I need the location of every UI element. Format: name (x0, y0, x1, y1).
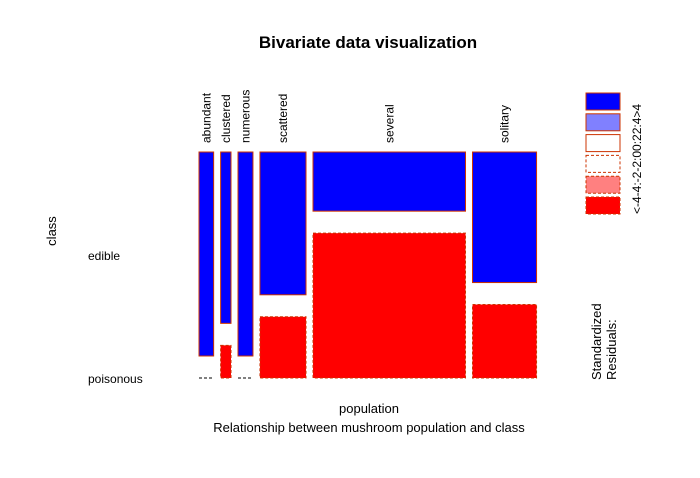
tile-poisonous-several (312, 232, 467, 379)
legend-swatch-1 (585, 175, 621, 194)
x-tick-labels: abundant clustered numerous scattered severa… (199, 90, 511, 143)
x-tick-solitary: solitary (498, 105, 512, 143)
x-tick-abundant: abundant (199, 92, 213, 143)
tile-edible-several (312, 151, 467, 212)
legend: <-4-4:-2-2:00:22:4>4 Standardized Residual… (585, 92, 644, 380)
legend-swatch-5 (585, 92, 621, 111)
tile-edible-solitary (472, 151, 538, 284)
tile-poisonous-scattered (259, 316, 307, 379)
tile-edible-clustered (220, 151, 232, 324)
x-tick-several: several (382, 104, 396, 143)
tile-edible-abundant (198, 151, 215, 357)
legend-swatch-0 (585, 196, 621, 215)
y-tick-poisonous: poisonous (88, 372, 143, 386)
legend-title-line-1: Residuals: (604, 319, 619, 380)
legend-title-line-0: Standardized (589, 303, 604, 380)
x-axis-label: population (339, 401, 399, 416)
legend-swatch-4 (585, 113, 621, 132)
x-tick-clustered: clustered (219, 94, 233, 143)
mosaic-tiles (198, 151, 538, 379)
x-tick-numerous: numerous (238, 90, 252, 143)
tile-edible-scattered (259, 151, 307, 296)
x-tick-scattered: scattered (276, 94, 290, 143)
y-tick-edible: edible (88, 249, 120, 263)
tile-poisonous-solitary (472, 304, 538, 379)
tile-poisonous-clustered (220, 344, 232, 379)
chart-subtitle: Relationship between mushroom population… (213, 420, 525, 435)
legend-swatch-2 (585, 154, 621, 173)
chart-title: Bivariate data visualization (259, 33, 477, 52)
y-axis-label: class (44, 216, 59, 246)
legend-swatch-3 (585, 134, 621, 153)
tile-edible-numerous (237, 151, 254, 357)
legend-labels: <-4-4:-2-2:00:22:4>4 (630, 104, 644, 214)
